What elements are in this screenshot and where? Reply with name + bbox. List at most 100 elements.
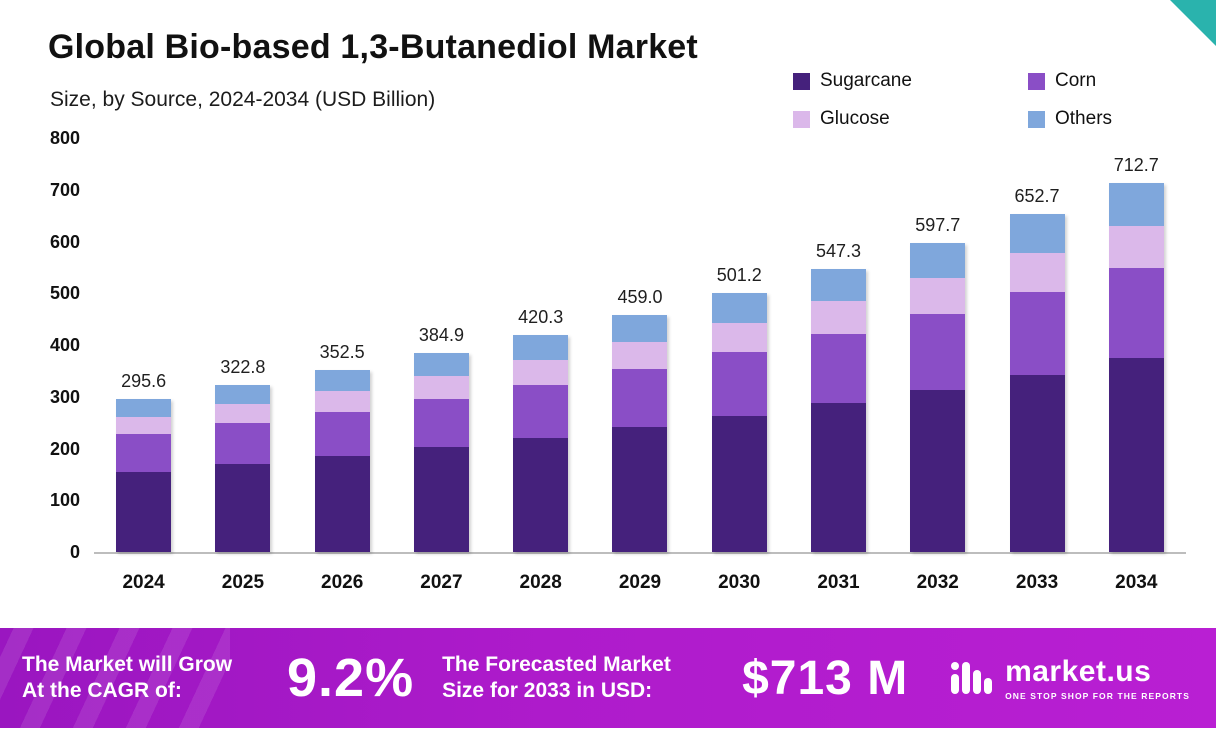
bar-segment-others <box>116 399 172 417</box>
bar-segment-corn <box>810 333 866 404</box>
legend-label: Others <box>1055 108 1113 129</box>
bar-segment-corn <box>413 398 469 448</box>
x-axis-label: 2028 <box>519 572 562 593</box>
bar-segment-corn <box>513 384 569 438</box>
cagr-label: The Market will Grow At the CAGR of: <box>22 652 233 702</box>
legend-item-others: Others <box>1028 108 1148 130</box>
cagr-value: 9.2% <box>287 648 415 708</box>
bar-segment-glucose <box>1108 225 1164 269</box>
stacked-bar <box>116 399 172 552</box>
bar-value-label: 420.3 <box>518 306 564 327</box>
bar-segment-sugarcane <box>910 389 966 552</box>
bar-segment-glucose <box>513 359 569 385</box>
bar-segment-others <box>513 334 569 360</box>
bar-segment-sugarcane <box>711 415 767 552</box>
x-axis-label: 2025 <box>221 572 265 593</box>
corner-accent-triangle <box>1170 0 1216 46</box>
bar-column-2034: 712.7 2034 <box>1087 138 1186 593</box>
stacked-bar <box>215 385 271 552</box>
bar-column-2029: 459.0 2029 <box>590 138 689 593</box>
bar-column-2027: 384.9 2027 <box>392 138 491 593</box>
bar-segment-others <box>711 292 767 323</box>
bar-segment-corn <box>711 352 767 416</box>
chart-title: Global Bio-based 1,3-Butanediol Market <box>48 28 698 66</box>
x-axis-label: 2033 <box>1015 572 1059 593</box>
bar-segment-sugarcane <box>612 427 668 552</box>
brand-text: market.us ONE STOP SHOP FOR THE REPORTS <box>1005 655 1190 701</box>
y-tick-label: 300 <box>49 386 80 407</box>
stacked-bar <box>1108 183 1164 552</box>
brand-tagline: ONE STOP SHOP FOR THE REPORTS <box>1005 691 1190 701</box>
bar-segment-glucose <box>612 341 668 370</box>
bar-column-2025: 322.8 2025 <box>193 138 292 593</box>
bar-segment-corn <box>314 411 370 457</box>
bar-value-label: 501.2 <box>716 264 762 285</box>
legend-swatch-others <box>1028 110 1045 128</box>
bar-value-label: 547.3 <box>815 240 862 261</box>
bar-segment-others <box>1108 183 1164 226</box>
stacked-bar <box>513 334 569 552</box>
bar-segment-glucose <box>116 416 172 435</box>
stacked-bar <box>910 242 966 552</box>
x-axis-label: 2030 <box>718 572 761 593</box>
stacked-bar <box>711 292 767 552</box>
brand-logo: market.us ONE STOP SHOP FOR THE REPORTS <box>949 655 1190 701</box>
forecast-label: The Forecasted Market Size for 2033 in U… <box>442 652 671 702</box>
bar-segment-sugarcane <box>314 456 370 552</box>
bar-value-label: 712.7 <box>1113 155 1159 176</box>
legend-label: Glucose <box>820 108 890 129</box>
y-axis: 0 100 200 300 400 500 600 700 800 <box>18 128 80 562</box>
bar-value-label: 384.9 <box>418 324 464 345</box>
bar-column-2032: 597.7 2032 <box>888 138 987 593</box>
bar-segment-glucose <box>1009 253 1065 292</box>
legend-swatch-glucose <box>793 110 810 128</box>
x-axis-label: 2026 <box>321 572 364 593</box>
legend-item-corn: Corn <box>1028 70 1148 92</box>
bar-segment-others <box>314 369 370 391</box>
bar-value-label: 352.5 <box>319 341 365 362</box>
bar-column-2028: 420.3 2028 <box>491 138 590 593</box>
bar-column-2026: 352.5 2026 <box>293 138 392 593</box>
y-tick-label: 0 <box>69 542 80 562</box>
bar-value-label: 322.8 <box>220 357 266 377</box>
bar-segment-glucose <box>910 278 966 314</box>
y-tick-label: 100 <box>49 490 80 511</box>
stacked-bar <box>612 314 668 552</box>
bar-segment-glucose <box>215 404 271 424</box>
x-axis-label: 2024 <box>122 572 165 593</box>
legend-item-glucose: Glucose <box>793 108 1028 130</box>
bar-segment-sugarcane <box>413 447 469 552</box>
y-tick-label: 200 <box>49 438 80 459</box>
bar-column-2024: 295.6 2024 <box>94 138 193 593</box>
legend-label: Corn <box>1055 70 1097 91</box>
forecast-value: $713 M <box>742 651 909 705</box>
x-axis-label: 2029 <box>618 572 662 593</box>
x-axis-label: 2031 <box>817 572 860 593</box>
bar-value-label: 597.7 <box>915 214 961 235</box>
bar-segment-others <box>810 268 866 302</box>
bar-segment-sugarcane <box>810 403 866 552</box>
plot-area: 295.6 2024 322.8 2025 352.5 2026 384.9 2027 420.… <box>94 138 1186 593</box>
bar-segment-corn <box>910 313 966 390</box>
bar-segment-corn <box>116 434 172 472</box>
bar-segment-sugarcane <box>1009 374 1065 552</box>
bar-column-2031: 547.3 2031 <box>789 138 888 593</box>
stacked-bar <box>1009 214 1065 552</box>
bar-value-label: 459.0 <box>617 286 663 307</box>
legend-item-sugarcane: Sugarcane <box>793 70 1028 92</box>
x-axis-label: 2027 <box>420 572 463 593</box>
chart-subtitle: Size, by Source, 2024-2034 (USD Billion) <box>50 88 436 111</box>
stacked-bar <box>413 352 469 552</box>
bar-segment-glucose <box>314 390 370 412</box>
bar-segment-others <box>612 314 668 342</box>
bar-segment-sugarcane <box>215 464 271 552</box>
bar-segment-sugarcane <box>1108 358 1164 552</box>
bar-value-label: 652.7 <box>1014 186 1060 207</box>
legend-label: Sugarcane <box>820 70 912 91</box>
y-tick-label: 700 <box>49 179 80 200</box>
y-tick-label: 500 <box>49 283 80 304</box>
bar-segment-glucose <box>810 301 866 334</box>
bottom-banner: The Market will Grow At the CAGR of: 9.2… <box>0 628 1216 728</box>
bar-segment-corn <box>1108 268 1164 359</box>
bar-value-label: 295.6 <box>121 371 167 392</box>
